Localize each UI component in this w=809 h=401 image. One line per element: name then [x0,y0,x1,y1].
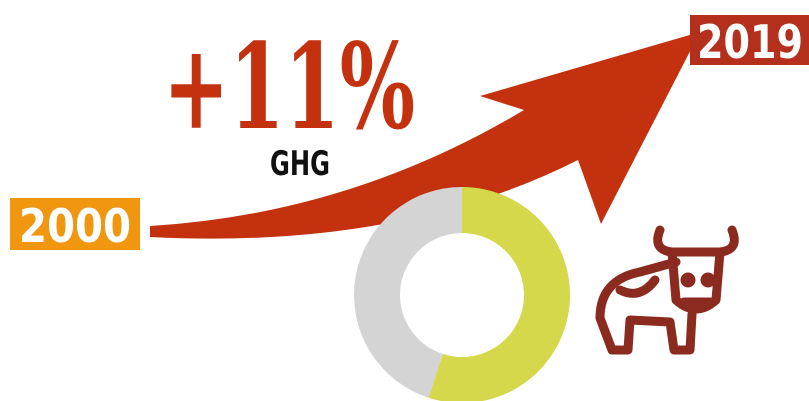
donut [354,187,571,401]
cow-icon [595,225,739,355]
ghg-label: GHG [270,144,330,184]
end-year-box [690,15,809,65]
end-year: 2019 [697,15,803,69]
donut-segment [354,187,462,398]
headline: +11% [163,17,415,156]
start-year-box [10,198,140,250]
donut-segment [428,187,571,401]
start-year: 2000 [19,199,131,253]
growth-arrow [150,32,700,239]
